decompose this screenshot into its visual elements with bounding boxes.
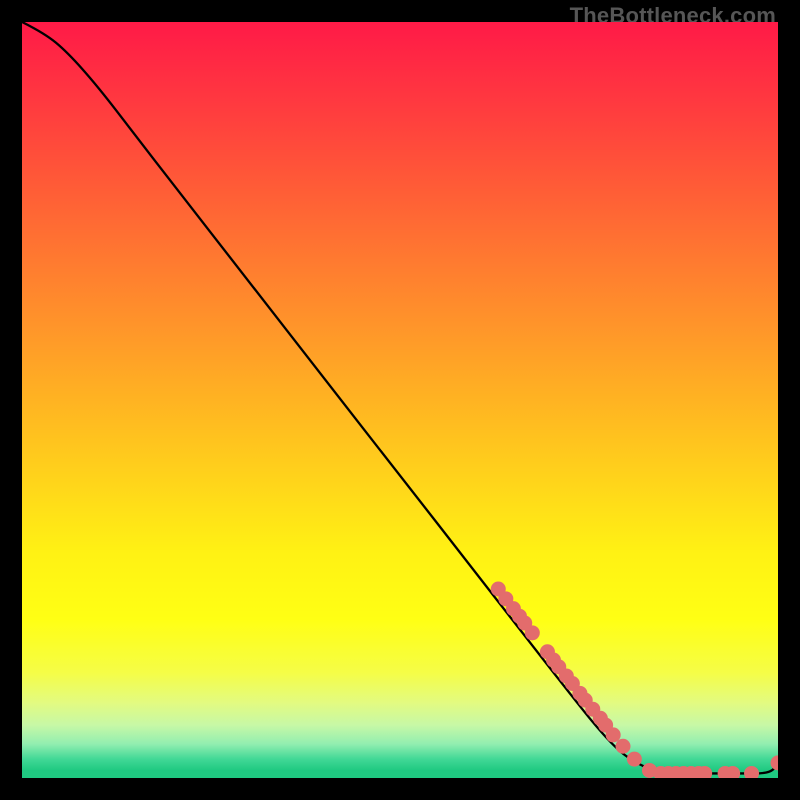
data-marker xyxy=(606,727,621,742)
plot-area xyxy=(22,22,778,778)
data-marker xyxy=(627,752,642,767)
data-marker xyxy=(525,625,540,640)
chart-svg xyxy=(22,22,778,778)
chart-outer: TheBottleneck.com xyxy=(0,0,800,800)
data-marker xyxy=(616,739,631,754)
